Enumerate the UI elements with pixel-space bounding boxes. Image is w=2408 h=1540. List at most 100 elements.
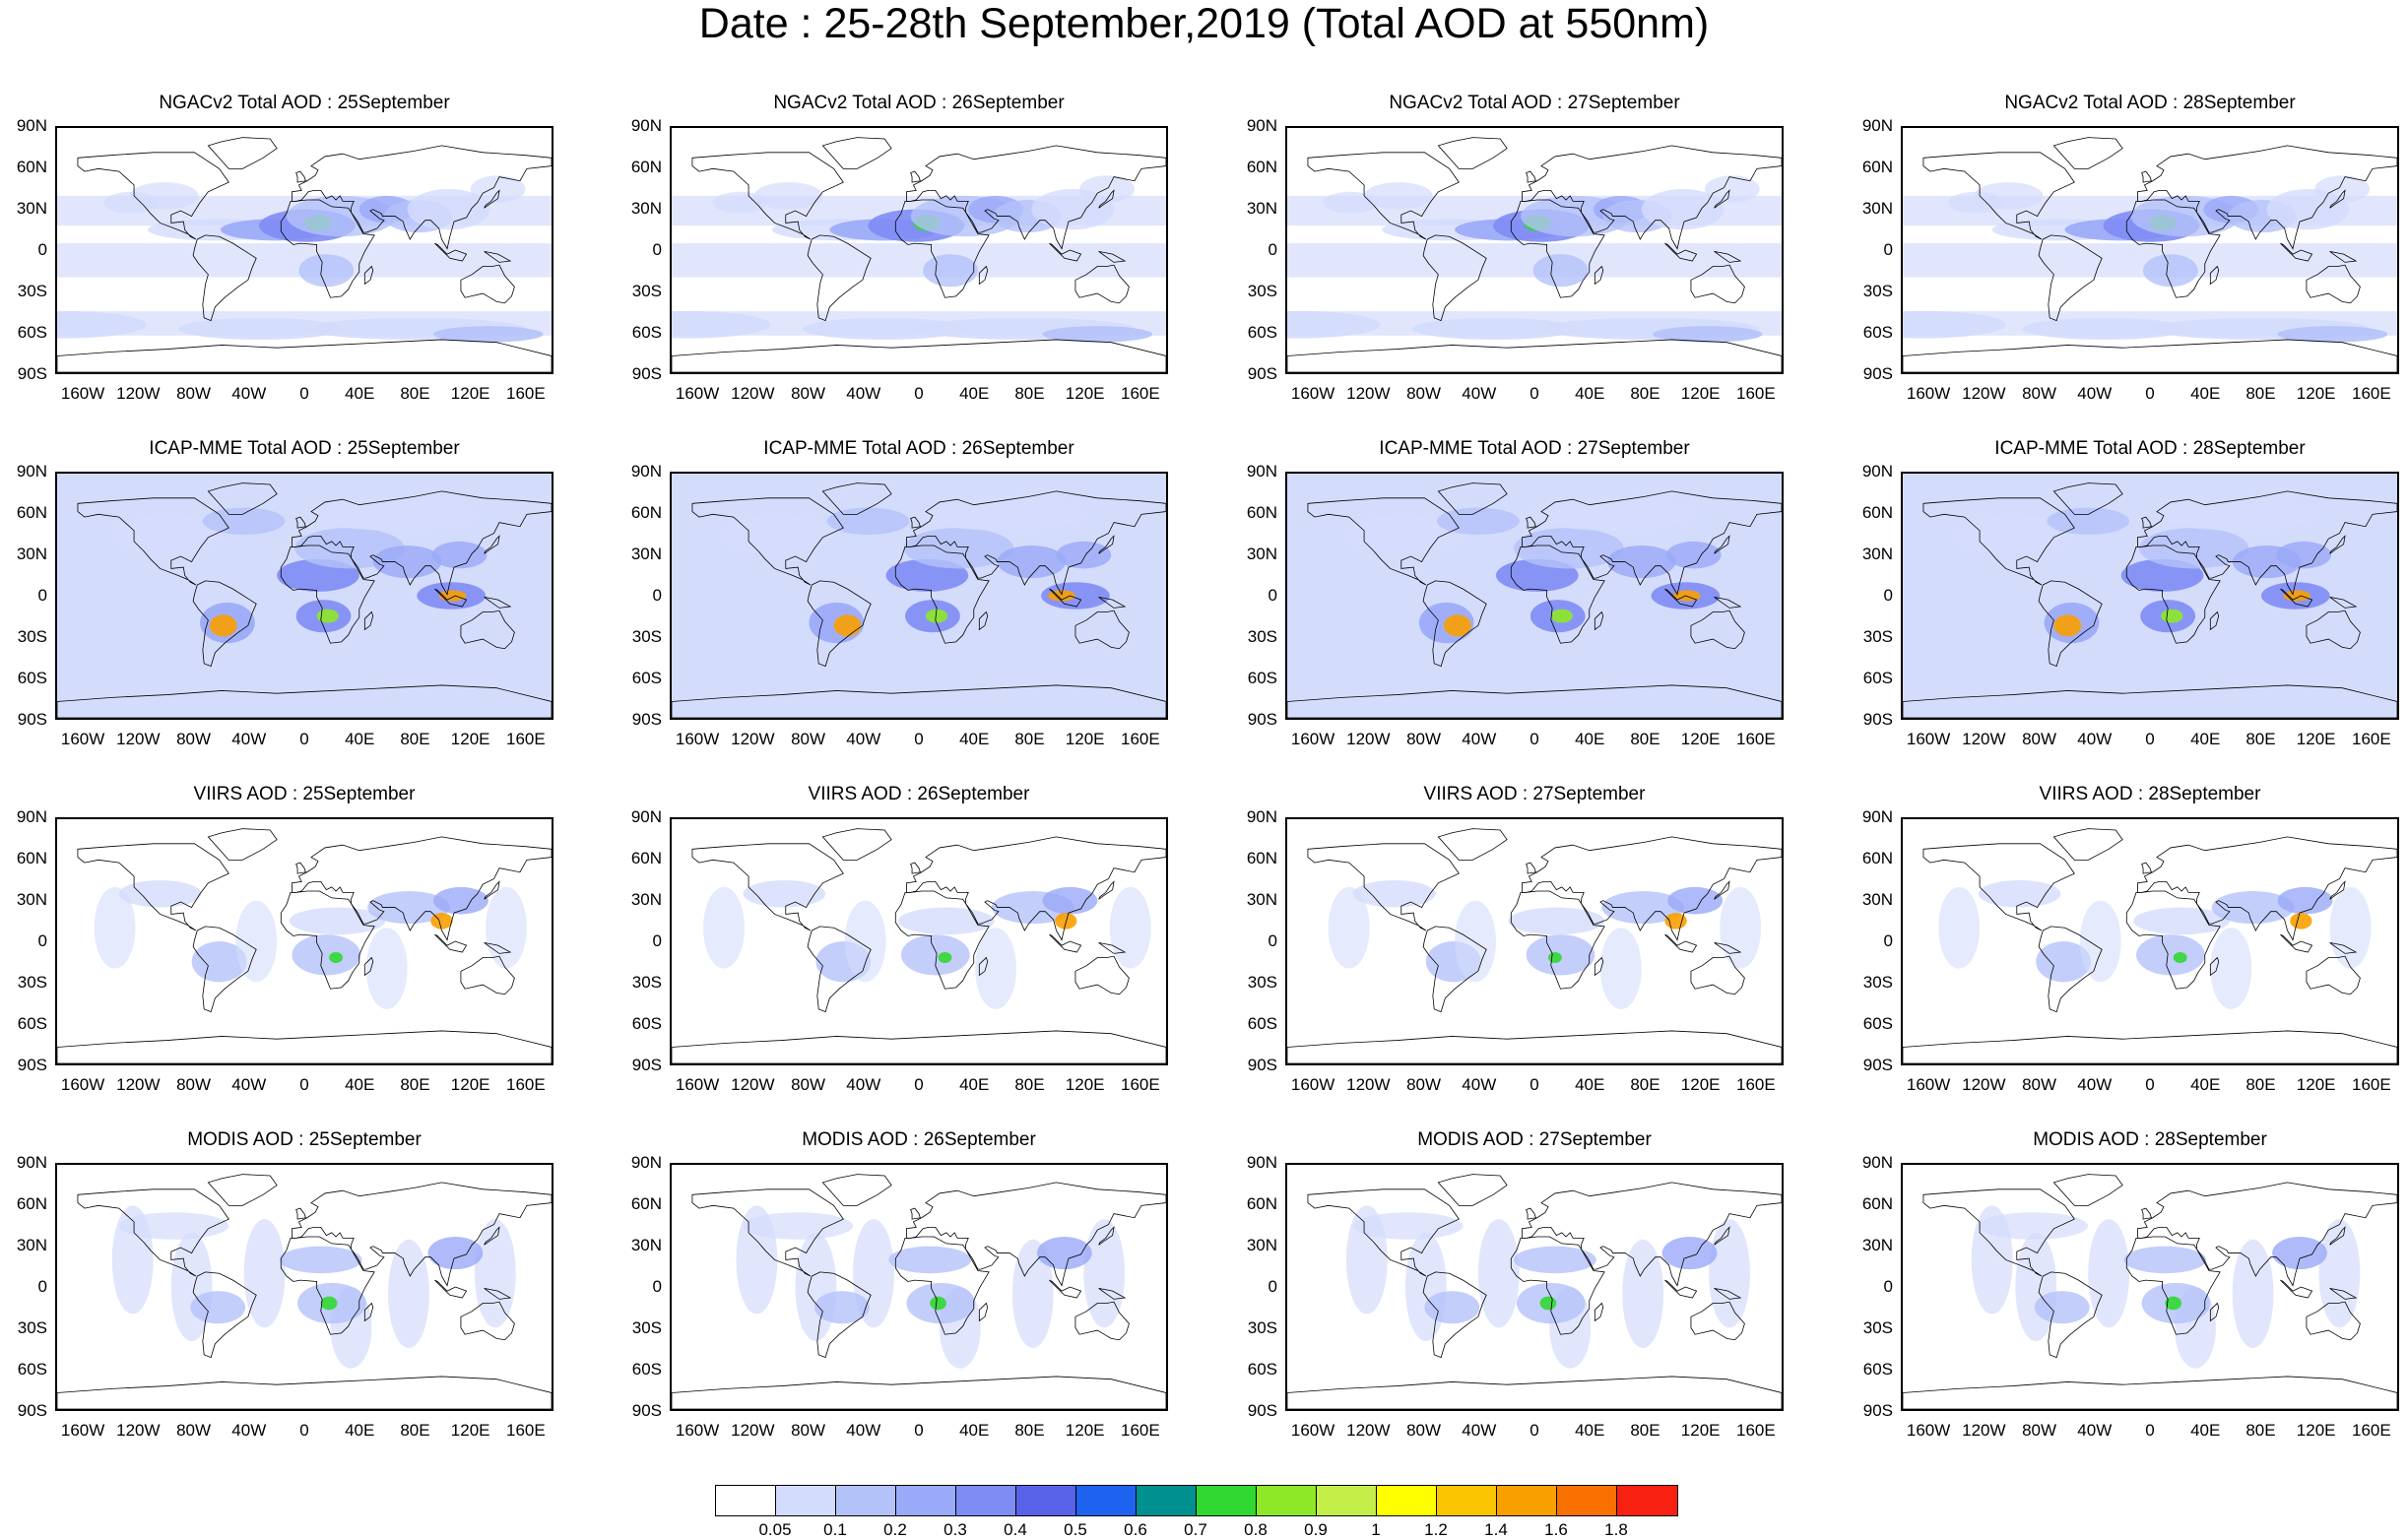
coastline bbox=[295, 1207, 306, 1220]
lon-tick-label: 40W bbox=[2077, 384, 2113, 403]
lon-tick-label: 80E bbox=[2245, 730, 2276, 748]
lon-tick-label: 160W bbox=[1906, 384, 1951, 403]
lon-tick-label: 120W bbox=[1346, 730, 1391, 748]
colorbar-label: 1.2 bbox=[1424, 1520, 1448, 1539]
coastline bbox=[1922, 1188, 2075, 1277]
map-panel bbox=[1285, 472, 1784, 720]
aod-region bbox=[1622, 1239, 1664, 1348]
lon-tick-label: 80W bbox=[1406, 1075, 1442, 1094]
lon-tick-label: 40W bbox=[846, 730, 881, 748]
lon-tick-label: 120E bbox=[2296, 384, 2336, 403]
lat-tick-label: 30S bbox=[17, 1318, 47, 1337]
lon-tick-label: 40W bbox=[231, 384, 267, 403]
lat-tick-label: 30S bbox=[631, 973, 662, 992]
colorbar-label: 0.3 bbox=[944, 1520, 967, 1539]
lat-tick-label: 90N bbox=[1861, 1153, 1893, 1172]
coastline bbox=[1664, 588, 1698, 608]
lon-tick-label: 40W bbox=[2077, 1075, 2113, 1094]
aod-region bbox=[2277, 886, 2333, 915]
lon-tick-label: 80E bbox=[2245, 1075, 2276, 1094]
lon-tick-label: 40E bbox=[2190, 1421, 2221, 1440]
coastline bbox=[192, 926, 257, 1013]
coastline bbox=[434, 933, 468, 953]
coastline bbox=[1098, 1287, 1127, 1300]
lon-tick-label: 120W bbox=[116, 730, 161, 748]
coastline bbox=[2329, 250, 2358, 263]
lat-tick-label: 60S bbox=[1862, 1360, 1893, 1379]
map-panel bbox=[55, 126, 553, 374]
coastline bbox=[1903, 339, 2397, 372]
lon-tick-label: 40E bbox=[345, 1075, 375, 1094]
map-panel bbox=[1901, 1163, 2399, 1411]
lat-tick-label: 30S bbox=[1862, 973, 1893, 992]
lon-tick-label: 80E bbox=[1014, 1075, 1045, 1094]
lon-tick-label: 80W bbox=[176, 1421, 212, 1440]
colorbar-label: 0.05 bbox=[758, 1520, 792, 1539]
lat-tick-label: 90N bbox=[1861, 116, 1893, 135]
lat-tick-label: 60N bbox=[1246, 1194, 1277, 1213]
lat-tick-label: 30N bbox=[1861, 545, 1893, 563]
lat-tick-label: 0 bbox=[652, 586, 662, 605]
panel-title: MODIS AOD : 28September bbox=[2033, 1129, 2267, 1150]
lat-tick-label: 90N bbox=[1246, 1153, 1277, 1172]
lon-tick-label: 40W bbox=[231, 1421, 267, 1440]
lat-tick-label: 60N bbox=[630, 503, 662, 522]
lon-tick-label: 80W bbox=[2022, 1075, 2057, 1094]
lon-tick-label: 80W bbox=[791, 1075, 826, 1094]
aod-region bbox=[474, 1219, 516, 1328]
coastline bbox=[1049, 933, 1082, 953]
coastline bbox=[1714, 250, 1742, 263]
coastline bbox=[292, 1182, 552, 1287]
lat-tick-label: 90S bbox=[1862, 364, 1893, 383]
aod-region bbox=[743, 1212, 854, 1240]
aod-region bbox=[1709, 1219, 1750, 1328]
coastline bbox=[1522, 836, 1782, 941]
coastline bbox=[2137, 145, 2397, 250]
coastline bbox=[484, 880, 500, 900]
coastline bbox=[2329, 1287, 2358, 1300]
aod-region bbox=[923, 254, 978, 288]
lat-tick-label: 90N bbox=[1246, 462, 1277, 481]
aod-region bbox=[802, 317, 967, 340]
aod-region bbox=[1364, 182, 1433, 210]
colorbar-cell bbox=[1617, 1486, 1677, 1515]
lat-tick-label: 30N bbox=[1246, 545, 1277, 563]
lon-tick-label: 120W bbox=[1346, 384, 1391, 403]
aod-region bbox=[898, 907, 995, 935]
panel-title: ICAP-MME Total AOD : 25September bbox=[149, 438, 460, 459]
aod-region bbox=[888, 1246, 971, 1274]
map-svg bbox=[57, 1165, 552, 1409]
lon-tick-label: 160W bbox=[60, 1075, 105, 1094]
map-svg bbox=[57, 474, 552, 718]
coastline bbox=[2306, 610, 2361, 650]
aod-region bbox=[289, 907, 386, 935]
lat-tick-label: 90N bbox=[16, 1153, 47, 1172]
coastline bbox=[2137, 1182, 2397, 1287]
coastline bbox=[1510, 545, 1605, 644]
lat-tick-label: 30N bbox=[16, 199, 47, 218]
coastline bbox=[1594, 610, 1604, 631]
lon-tick-label: 40W bbox=[2077, 1421, 2113, 1440]
coastline bbox=[1437, 137, 1508, 169]
aod-region bbox=[433, 326, 544, 343]
panel-title: VIIRS AOD : 27September bbox=[1423, 784, 1646, 804]
lat-tick-label: 90S bbox=[631, 710, 662, 729]
lon-tick-label: 40E bbox=[1575, 384, 1605, 403]
coastline bbox=[484, 596, 512, 609]
aod-region bbox=[2173, 952, 2187, 964]
lon-tick-label: 80E bbox=[1014, 1421, 1045, 1440]
colorbar-cell bbox=[1317, 1486, 1377, 1515]
lon-tick-label: 120W bbox=[731, 384, 775, 403]
aod-region bbox=[1661, 1237, 1718, 1270]
aod-region bbox=[1514, 1246, 1596, 1274]
coastline bbox=[1098, 880, 1115, 900]
aod-region bbox=[279, 1246, 362, 1274]
lat-tick-label: 60S bbox=[1247, 323, 1277, 342]
panel-title: VIIRS AOD : 25September bbox=[193, 784, 416, 804]
lon-tick-label: 160W bbox=[675, 384, 720, 403]
aod-region bbox=[1056, 541, 1112, 569]
lon-tick-label: 0 bbox=[299, 1075, 309, 1094]
coastline bbox=[2329, 189, 2346, 209]
coastline bbox=[2280, 1279, 2313, 1299]
coastline bbox=[1287, 684, 1782, 718]
